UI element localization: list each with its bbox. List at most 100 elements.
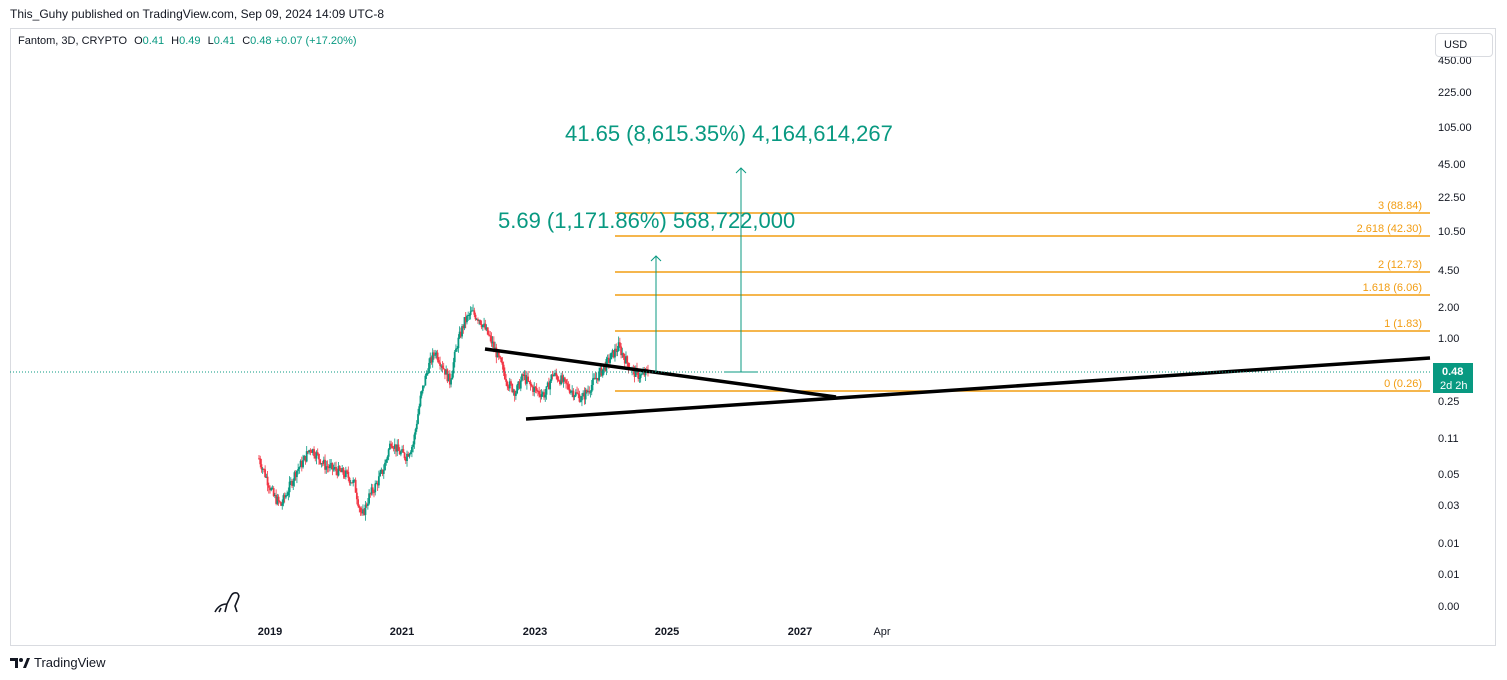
price-axis[interactable]: 450.00 225.00 105.00 45.00 22.50 10.50 4.50 2.0…: [1438, 55, 1472, 613]
candle-body: [463, 317, 466, 329]
candle-body: [324, 459, 326, 470]
candle-body: [314, 456, 317, 459]
candle-body: [633, 368, 636, 377]
candle-body: [319, 459, 322, 464]
y-tick-label: 0.11: [1438, 433, 1459, 445]
symbol-legend: Fantom, 3D, CRYPTO O0.41 H0.49 L0.41 C0.…: [18, 35, 357, 47]
candle-body: [462, 326, 465, 329]
candle-body: [497, 350, 500, 357]
candle-body: [614, 348, 616, 358]
candle-body: [469, 311, 472, 315]
candle-body: [412, 444, 415, 447]
y-tick-label: 0.03: [1438, 500, 1459, 512]
candle-body: [551, 374, 554, 377]
chart-frame: [10, 28, 1496, 646]
candle-body: [620, 346, 622, 356]
candle-body: [637, 370, 640, 379]
y-tick-label: 0.00: [1438, 601, 1459, 613]
candle-body: [370, 487, 373, 494]
candle-body: [338, 466, 341, 470]
candle-body: [264, 469, 267, 478]
candle-body: [409, 452, 412, 454]
candle-body: [585, 390, 588, 393]
candle-body: [297, 468, 300, 471]
trend-lines[interactable]: [484, 347, 1431, 421]
candle-body: [287, 492, 290, 496]
candle-body: [385, 459, 388, 463]
candle-body: [431, 352, 434, 363]
candle-body: [429, 357, 432, 363]
candle-body: [616, 350, 619, 352]
fibonacci-extension[interactable]: 3 (88.84) 2.618 (42.30) 2 (12.73) 1.618 (6.…: [615, 200, 1430, 392]
measure-tools[interactable]: 41.65 (8,615.35%) 4,164,614,267 5.69 (1,…: [498, 121, 893, 373]
candle-body: [381, 469, 384, 474]
candle-body: [330, 462, 333, 465]
candle-body: [622, 353, 625, 358]
candle-body: [329, 464, 331, 469]
lower-trendline[interactable]: [525, 356, 1431, 421]
y-tick-label: 450.00: [1438, 55, 1472, 67]
arrowhead-small-icon: [650, 255, 662, 262]
tradingview-footer[interactable]: TradingView: [10, 655, 106, 670]
candle-body: [450, 379, 452, 385]
candle-body: [578, 394, 581, 402]
time-axis[interactable]: 2019 2021 2023 2025 2027 Apr: [258, 626, 891, 638]
candle-body: [451, 373, 454, 380]
candle-body: [560, 375, 563, 385]
currency-selector[interactable]: USD: [1435, 33, 1493, 57]
candle-body: [638, 377, 641, 379]
candle-body: [315, 452, 318, 459]
upper-trendline[interactable]: [484, 347, 837, 399]
candle-body: [562, 377, 565, 382]
candle-body: [322, 459, 325, 464]
candle-body: [404, 458, 407, 462]
candle-body: [507, 386, 510, 389]
candle-body: [304, 455, 307, 462]
candle-body: [300, 460, 303, 468]
candle-body: [593, 377, 596, 379]
candle-body: [489, 335, 492, 337]
candle-body: [472, 310, 474, 312]
x-tick-label: 2019: [258, 626, 282, 638]
candle-body: [398, 450, 401, 455]
candle-body: [382, 470, 385, 474]
candle-body: [592, 378, 594, 386]
candle-body: [552, 374, 555, 377]
candle-body: [278, 501, 281, 503]
candle-body: [437, 360, 440, 363]
candle-body: [335, 467, 337, 471]
measure-label-small: 5.69 (1,171.86%) 568,722,000: [498, 208, 795, 233]
candle-body: [343, 474, 346, 478]
candle-body: [282, 495, 285, 504]
candle-body: [574, 392, 577, 396]
candle-body: [513, 390, 516, 396]
candle-body: [369, 493, 372, 495]
candle-body: [484, 323, 487, 330]
candle-body: [479, 320, 482, 325]
candle-body: [459, 331, 462, 337]
candle-body: [442, 367, 445, 370]
candle-body: [615, 348, 618, 352]
candle-body: [461, 326, 463, 337]
candle-body: [519, 380, 522, 389]
candle-body: [566, 383, 569, 385]
candle-body: [286, 495, 289, 497]
candle-body: [570, 391, 572, 393]
candle-body: [417, 414, 419, 424]
candle-body: [413, 434, 416, 445]
candle-body: [271, 488, 274, 490]
candle-body: [355, 492, 358, 500]
footer-brand: TradingView: [34, 655, 106, 670]
candle-body: [270, 488, 273, 491]
y-tick-label: 1.00: [1438, 333, 1459, 345]
fib-level-label: 0 (0.26): [1384, 378, 1422, 390]
candle-body: [499, 356, 501, 358]
fib-level-label: 1.618 (6.06): [1363, 282, 1422, 294]
candle-body: [309, 450, 312, 452]
candle-body: [486, 327, 489, 335]
y-tick-label: 0.01: [1438, 538, 1459, 550]
candle-body: [288, 481, 291, 493]
fib-level-label: 1 (1.83): [1384, 318, 1422, 330]
candle-body: [362, 509, 364, 514]
